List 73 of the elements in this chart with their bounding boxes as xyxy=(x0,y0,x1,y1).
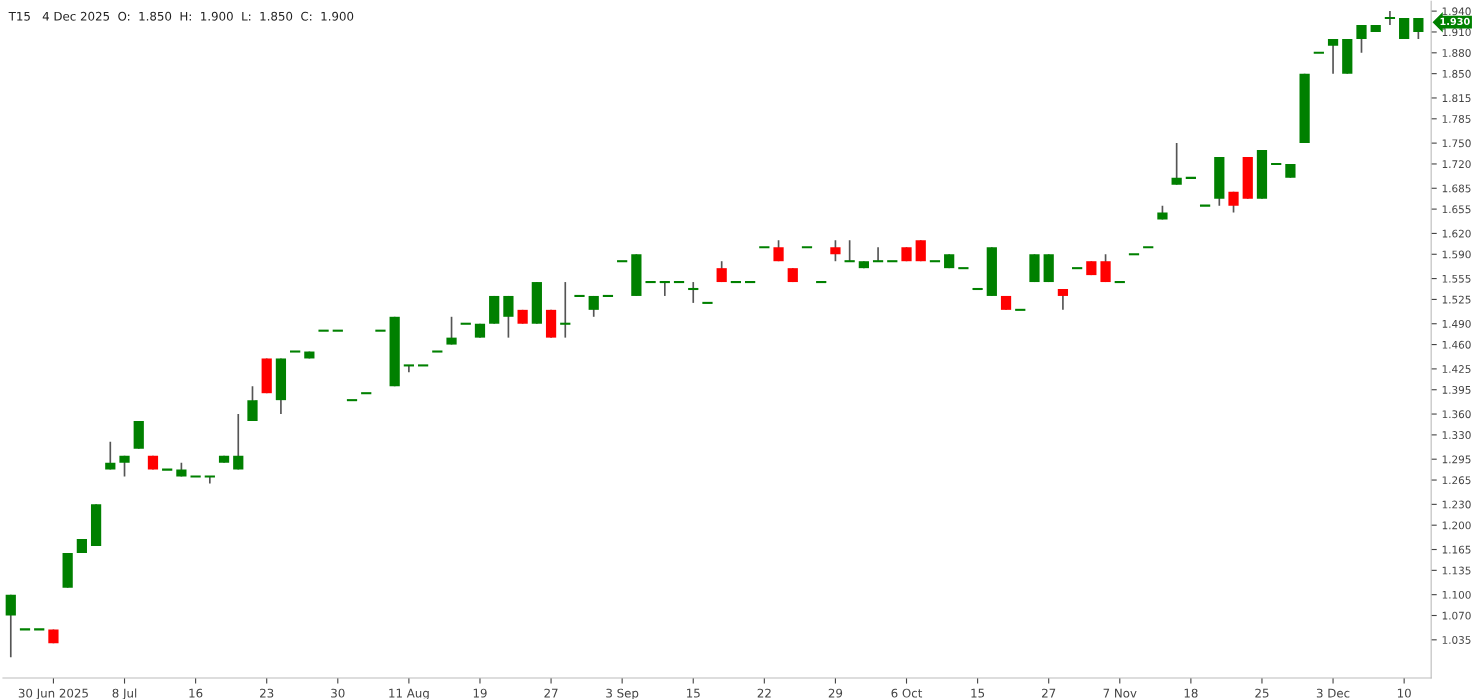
x-tick-label: 6 Oct xyxy=(891,688,923,698)
candlestick xyxy=(1171,142,1182,186)
x-tick-label: 10 xyxy=(1397,688,1411,698)
y-tick-label: 1.295 xyxy=(1442,455,1471,464)
y-tick-label: 1.620 xyxy=(1442,229,1471,238)
y-tick-label: 1.525 xyxy=(1442,295,1471,304)
candlestick xyxy=(843,239,856,263)
y-tick-label: 1.425 xyxy=(1442,365,1471,373)
y-tick-label: 1.460 xyxy=(1442,340,1471,349)
x-tick-label: 16 xyxy=(189,688,203,698)
y-tick-label: 1.035 xyxy=(1442,636,1471,644)
x-tick-label: 30 xyxy=(331,688,345,698)
x-tick-label: 27 xyxy=(544,688,558,698)
candlestick xyxy=(1383,10,1397,26)
y-tick-label: 1.880 xyxy=(1442,49,1471,57)
candlestick xyxy=(1399,18,1410,39)
x-tick-label: 19 xyxy=(473,688,487,698)
candlestick xyxy=(559,281,572,339)
y-tick-label: 1.685 xyxy=(1442,184,1471,193)
x-tick-label: 18 xyxy=(1184,688,1198,698)
y-tick-label: 1.360 xyxy=(1442,410,1471,419)
y-tick-label: 1.655 xyxy=(1442,205,1471,214)
x-tick-label: 27 xyxy=(1042,688,1056,698)
x-tick-label: 8 Jul xyxy=(112,688,137,699)
candlestick xyxy=(247,385,258,422)
candlestick xyxy=(687,281,700,304)
x-tick-label: 11 Aug xyxy=(389,688,429,699)
y-tick-label: 1.590 xyxy=(1442,250,1471,259)
y-tick-label: 1.940 xyxy=(1442,7,1471,16)
candlestick xyxy=(1100,253,1111,283)
y-tick-label: 1.100 xyxy=(1442,590,1471,599)
y-tick-label: 1.720 xyxy=(1442,160,1471,169)
candlestick xyxy=(871,246,885,263)
y-tick-label: 1.850 xyxy=(1442,69,1471,78)
candlestick xyxy=(1413,17,1424,40)
candlestick xyxy=(1356,24,1367,54)
text: T15 4 Dec 2025 O: 1.850 H: 1.900 L: 1.850 C: 1.900 xyxy=(8,11,354,21)
candlestick xyxy=(203,475,216,485)
y-tick-label: 1.750 xyxy=(1442,139,1471,148)
x-tick-label: 3 Sep xyxy=(606,688,639,699)
y-tick-label: 1.135 xyxy=(1442,566,1471,575)
y-tick-label: 1.395 xyxy=(1442,385,1471,394)
candlestick xyxy=(105,440,116,471)
y-tick-label: 1.200 xyxy=(1442,521,1471,530)
x-tick-label: 23 xyxy=(260,688,274,698)
candlestick xyxy=(503,295,514,339)
candlestick xyxy=(233,413,244,471)
x-tick-label: 22 xyxy=(757,688,771,698)
candlestick xyxy=(446,315,457,346)
candlestick xyxy=(402,364,416,374)
y-tick-label: 1.070 xyxy=(1442,611,1471,620)
y-tick-label: 1.555 xyxy=(1442,274,1471,283)
x-tick-label: 30 Jun 2025 xyxy=(18,688,88,699)
candlestick xyxy=(658,281,671,297)
y-tick-label: 1.165 xyxy=(1442,545,1471,554)
x-tick-label: 25 xyxy=(1255,688,1269,698)
candlestick xyxy=(830,239,841,263)
y-tick-label: 1.490 xyxy=(1442,319,1471,328)
y-tick-label: 1.265 xyxy=(1442,476,1471,485)
y-tick-label: 1.785 xyxy=(1442,115,1471,123)
candlestick xyxy=(1057,288,1069,311)
x-tick-label: 3 Dec xyxy=(1316,688,1350,698)
candlestick xyxy=(5,593,16,659)
y-tick-label: 1.330 xyxy=(1442,431,1471,439)
x-tick-label: 7 Nov xyxy=(1103,688,1137,698)
text: 1.930 xyxy=(1440,17,1470,26)
x-tick-label: 15 xyxy=(971,688,985,698)
candlestick xyxy=(1327,38,1339,75)
y-tick-label: 1.815 xyxy=(1442,94,1471,103)
y-tick-label: 1.910 xyxy=(1442,28,1471,37)
x-tick-label: 29 xyxy=(828,688,843,698)
y-tick-label: 1.230 xyxy=(1442,500,1471,509)
x-tick-label: 15 xyxy=(687,688,700,698)
